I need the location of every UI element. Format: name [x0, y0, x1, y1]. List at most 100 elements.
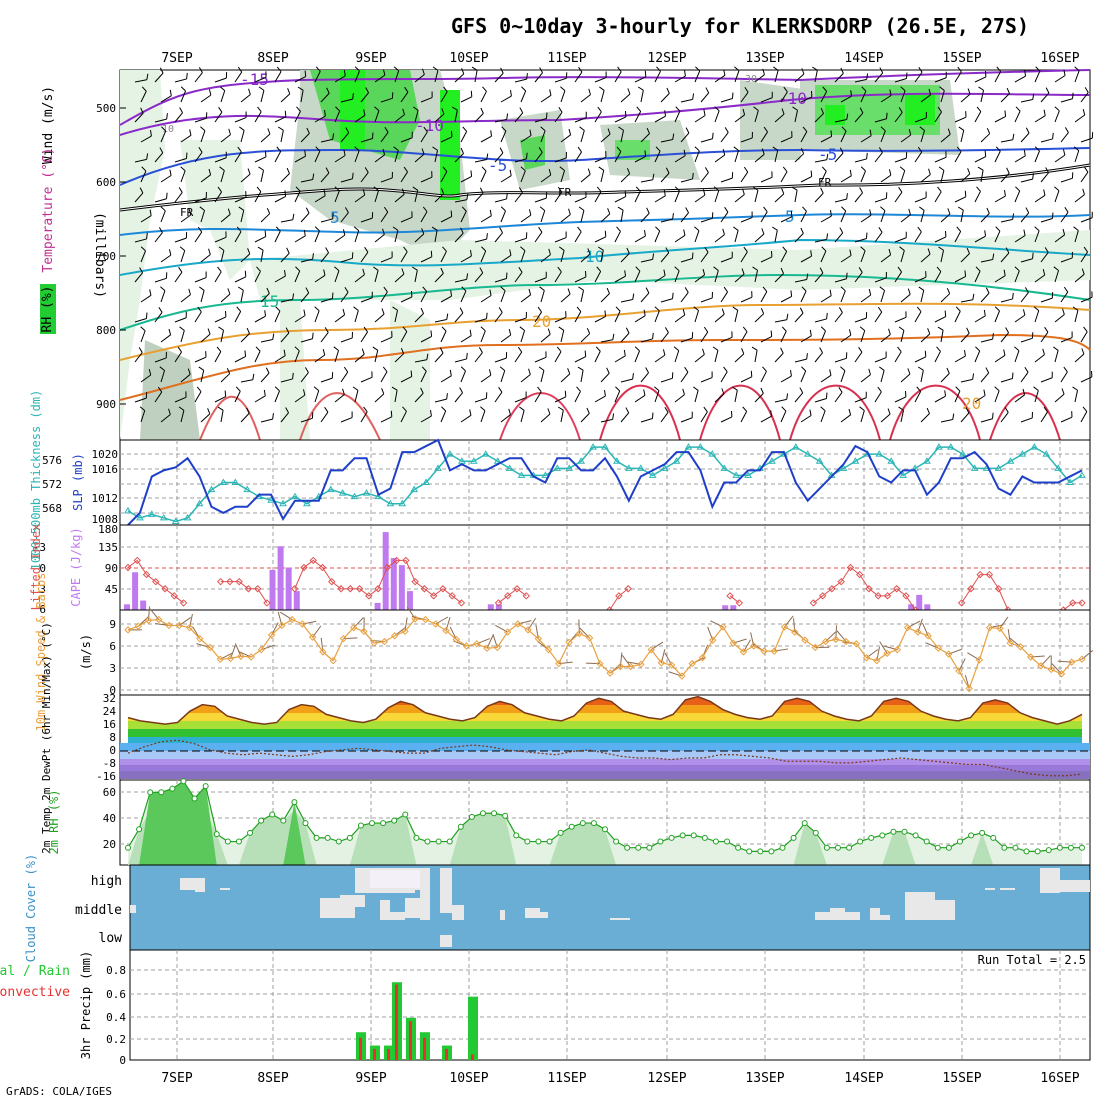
band-m18 [120, 771, 1090, 779]
lifted-index-marker [216, 577, 225, 586]
wind-barb [340, 371, 349, 383]
lifted-index-marker [346, 585, 354, 593]
contour-label-fr-3: FR [818, 176, 832, 189]
wind-barb [440, 375, 452, 383]
wind-barb [554, 396, 567, 403]
rh-marker [235, 838, 242, 845]
wind-barb [840, 210, 847, 223]
wind-barb-flag [672, 133, 675, 140]
wind-barb-flag [859, 187, 864, 193]
wind-barb [660, 172, 670, 183]
wind-barb-flag [917, 366, 924, 371]
day-label-top: 12SEP [647, 51, 686, 66]
lifted-index-segment [729, 595, 740, 604]
wind-speed-marker [565, 638, 573, 647]
wind-barb-flag [1043, 109, 1046, 116]
wind-speed-marker [237, 652, 245, 660]
rh-marker [202, 783, 209, 790]
wind-barb-flag [721, 388, 725, 395]
wind-barb-flag [830, 210, 832, 217]
wind-barb [180, 410, 185, 423]
wind-barb-flag [353, 226, 360, 231]
wind-barb-flag [158, 306, 163, 313]
wind-barb-flag [556, 346, 562, 352]
wind-barb [914, 391, 922, 403]
wind-barb [354, 274, 365, 283]
wind-barb [180, 294, 191, 303]
wind-barb [340, 337, 353, 343]
wind-barb [974, 111, 982, 123]
rh-marker [724, 838, 731, 845]
wind-barb-flag [276, 146, 282, 152]
slp-axis-label: SLP (mb) [71, 453, 85, 511]
wind-barb-flag [362, 268, 365, 275]
wind-barb [134, 238, 147, 243]
wind-barb-flag [672, 213, 674, 220]
wind-speed-marker [842, 637, 850, 646]
cloud-cell [500, 910, 505, 920]
wind-barb-flag [937, 326, 944, 331]
wind-barb-flag [166, 192, 168, 199]
wind-barb-flag [342, 388, 345, 395]
wind-barb [860, 250, 866, 263]
wind-speed-marker [1037, 662, 1045, 670]
wind-barb [694, 390, 699, 403]
wind-barb [700, 172, 709, 183]
wind-barb [780, 216, 793, 223]
wind-barb [140, 250, 146, 263]
wind-barb [200, 94, 212, 103]
wind-barb [834, 312, 843, 323]
wind-barb [820, 91, 828, 103]
thickness-marker [159, 513, 168, 521]
lifted-index-marker [439, 585, 447, 593]
wind-barb-flag [499, 147, 504, 154]
wind-barb [894, 157, 907, 163]
wind-barb-flag [780, 347, 784, 354]
wind-barb [254, 395, 266, 403]
thickness-marker [302, 499, 311, 507]
wind-barb-flag [420, 307, 424, 314]
cape-bar [277, 546, 284, 610]
wind-barb [160, 95, 172, 103]
wind-barb [800, 335, 812, 343]
wind-barb [940, 419, 953, 423]
wind-barb [734, 194, 745, 203]
wind-barb [700, 252, 709, 263]
wind-barb-flag [426, 353, 429, 360]
wind-barb [600, 339, 613, 343]
wind-barb-flag [685, 207, 690, 213]
cloud-cells [130, 868, 1090, 947]
wind-barb-flag [292, 213, 295, 220]
lifted-index-marker [865, 585, 873, 593]
wind-barb [800, 211, 807, 223]
upper-label-wind: Wind (m/s) [41, 86, 56, 164]
wind-barb [974, 235, 986, 243]
wind-barb-flag [879, 67, 884, 74]
wind-barb [760, 176, 773, 183]
wind-speed-marker [1078, 655, 1086, 663]
wind-barb-flag [403, 246, 408, 253]
wind-barb-flag [1062, 149, 1066, 156]
thickness-marker [923, 457, 931, 464]
wind-barb [134, 192, 144, 203]
wind-barb [580, 253, 591, 263]
wind-barb [194, 277, 207, 283]
wind-speed-marker [903, 623, 912, 632]
wind-barb [420, 371, 427, 383]
wind-barb [154, 118, 167, 123]
wind-barb [274, 151, 282, 163]
wind-barb [220, 170, 225, 183]
wind-barb-flag [799, 307, 804, 314]
wind-barb [520, 135, 532, 143]
wind-barb [174, 158, 187, 163]
rh-marker [968, 832, 975, 839]
wind-barb [140, 294, 152, 303]
rh-marker [679, 832, 686, 839]
wind-barb [214, 236, 227, 243]
wind-barb-flag [886, 112, 888, 119]
tick-label: 60 [103, 786, 116, 799]
wind-barb [474, 352, 483, 363]
wind-barb-flag [702, 189, 706, 196]
wind-barb [460, 96, 473, 103]
rh-marker [191, 795, 198, 802]
